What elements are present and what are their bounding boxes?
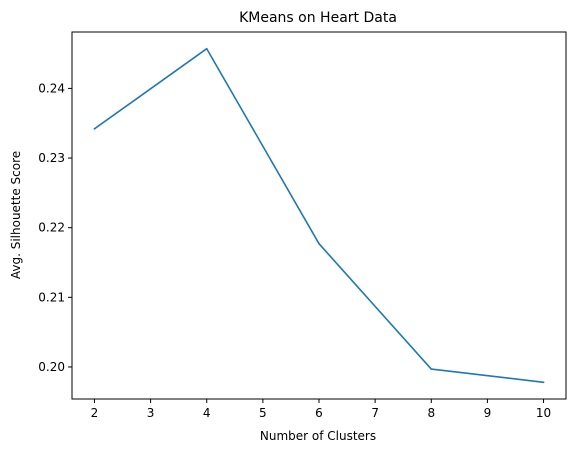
data-point (430, 368, 433, 370)
series-line (93, 47, 545, 384)
chart-title: KMeans on Heart Data (239, 10, 397, 26)
x-tick-label: 10 (536, 406, 551, 420)
x-axis-label: Number of Clusters (260, 429, 376, 443)
y-tick-label: 0.21 (38, 290, 65, 304)
x-tick-label: 8 (427, 406, 435, 420)
data-point (205, 47, 208, 50)
series-points (93, 47, 545, 384)
y-tick-label: 0.22 (38, 221, 65, 235)
x-tick-label: 6 (315, 406, 323, 420)
x-tick-label: 4 (203, 406, 211, 420)
data-point (93, 127, 96, 130)
y-tick-label: 0.24 (38, 81, 65, 95)
y-tick-label: 0.23 (38, 151, 65, 165)
y-axis-label: Avg. Silhouette Score (9, 151, 23, 279)
x-tick-label: 3 (147, 406, 155, 420)
y-axis: 0.20 0.21 0.22 0.23 0.24 (38, 81, 72, 374)
x-tick-label: 2 (91, 406, 99, 420)
x-tick-label: 7 (371, 406, 379, 420)
data-point (542, 381, 545, 384)
x-axis: 2 3 4 5 6 7 8 9 10 (91, 399, 551, 420)
y-tick-label: 0.20 (38, 360, 65, 374)
x-tick-label: 9 (484, 406, 492, 420)
x-tick-label: 5 (259, 406, 267, 420)
plot-area (71, 31, 567, 400)
data-point (318, 242, 320, 245)
